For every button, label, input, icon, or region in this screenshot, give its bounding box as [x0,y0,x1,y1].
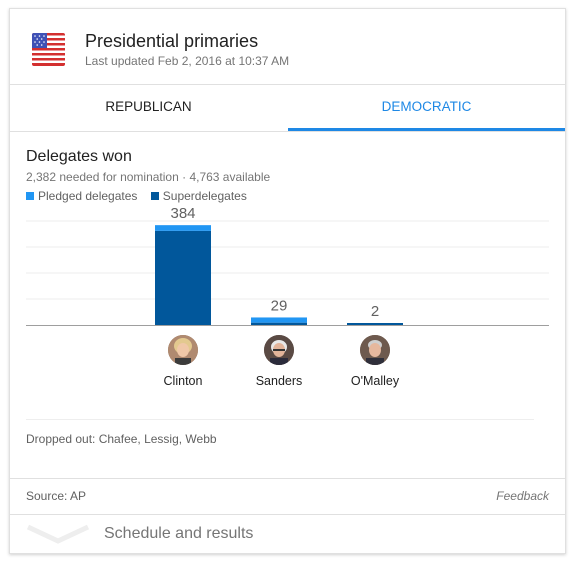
bar-pledged-sanders [251,317,307,323]
section-divider [26,419,534,420]
bar-pledged-clinton [155,225,211,231]
delegates-needed-text: 2,382 needed for nomination · 4,763 avai… [26,170,271,184]
bar-total-label: 29 [271,297,288,314]
legend-label-pledged: Pledged delegates [38,189,138,203]
chevron-down-icon [26,524,90,544]
bar-superdelegates-omalley [347,323,403,325]
schedule-and-results-expander[interactable]: Schedule and results [10,515,565,553]
candidate-sanders[interactable]: Sanders [239,335,319,388]
source-text: Source: AP [26,489,87,503]
chart-legend: Pledged delegates Superdelegates [26,189,257,203]
tab-republican[interactable]: REPUBLICAN [105,99,192,114]
party-tabs: REPUBLICAN DEMOCRATIC [10,84,565,132]
selected-tab-indicator [288,128,565,131]
sanders-avatar [264,335,294,365]
card-title: Presidential primaries [85,31,259,51]
candidate-omalley[interactable]: O'Malley [335,335,415,388]
schedule-divider [10,514,565,515]
card-header: Presidential primaries Last updated Feb … [10,9,565,84]
legend-label-super: Superdelegates [162,189,247,203]
bar-superdelegates-clinton [155,230,211,325]
primaries-card: Presidential primaries Last updated Feb … [9,8,566,554]
candidate-name: O'Malley [350,374,400,388]
us-flag-icon [32,33,65,66]
last-updated-text: Last updated Feb 2, 2016 at 10:37 AM [85,54,290,68]
section-title: Delegates won [26,148,132,165]
footer-divider [10,478,565,479]
omalley-avatar [360,335,390,365]
clinton-avatar [168,335,198,365]
schedule-label: Schedule and results [104,525,254,542]
candidate-name: Sanders [255,374,303,388]
legend-item-pledged: Pledged delegates [26,189,137,203]
bar-total-label: 2 [371,303,379,320]
bar-superdelegates-sanders [251,322,307,325]
legend-item-super: Superdelegates [150,189,247,203]
bar-total-label: 384 [170,205,195,222]
feedback-link[interactable]: Feedback [496,489,549,503]
candidate-clinton[interactable]: Clinton [143,335,223,388]
candidate-name: Clinton [163,374,203,388]
legend-swatch-pledged [26,192,34,200]
tab-democratic[interactable]: DEMOCRATIC [381,99,472,114]
legend-swatch-super [150,192,159,200]
dropped-out-text: Dropped out: Chafee, Lessig, Webb [26,432,217,446]
